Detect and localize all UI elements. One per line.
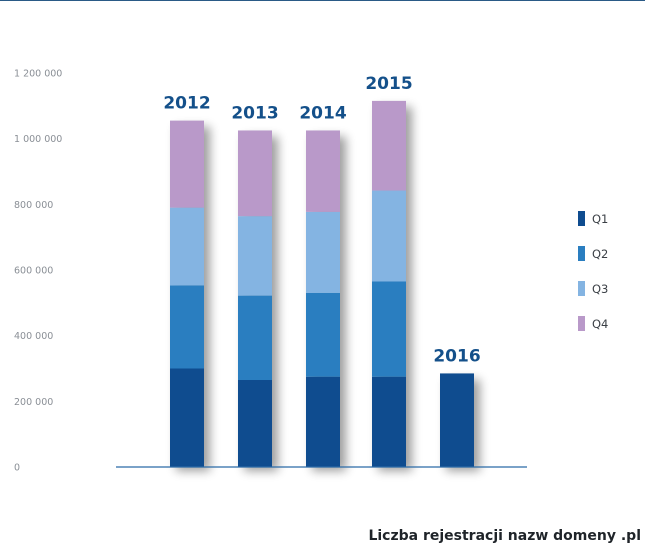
- bar-segment-q2-2013: [238, 295, 272, 380]
- bar-segment-q4-2014: [306, 130, 340, 212]
- bar-segment-q4-2015: [372, 100, 406, 191]
- bar-segment-q4-2013: [238, 130, 272, 217]
- bar-segment-q2-2014: [306, 292, 340, 377]
- bars: [170, 100, 474, 467]
- legend-swatch-q1: [578, 211, 585, 226]
- legend-label-q4: Q4: [592, 317, 608, 331]
- bar-segment-q1-2012: [170, 368, 204, 467]
- bar-segment-q3-2015: [372, 190, 406, 282]
- bar-segment-q3-2014: [306, 211, 340, 293]
- bar-segment-q4-2012: [170, 120, 204, 208]
- legend: Q1 Q2 Q3 Q4: [578, 211, 608, 331]
- legend-label-q3: Q3: [592, 282, 608, 296]
- bar-segment-q2-2012: [170, 285, 204, 369]
- bar-segment-q3-2013: [238, 216, 272, 296]
- y-tick-label: 1 000 000: [14, 134, 62, 145]
- bar-segment-q1-2015: [372, 376, 406, 467]
- bar-segment-q3-2012: [170, 207, 204, 286]
- legend-swatch-q4: [578, 316, 585, 331]
- y-axis-ticks: 0 200 000 400 000 600 000 800 000 1 000 000 1 …: [14, 69, 62, 474]
- chart-title: Liczba rejestracji nazw domeny .pl: [368, 528, 641, 544]
- top-rule: [0, 0, 645, 1]
- bar-segment-q2-2015: [372, 281, 406, 377]
- year-label-2012: 2012: [163, 94, 210, 114]
- legend-swatch-q2: [578, 246, 585, 261]
- year-label-2014: 2014: [299, 103, 346, 123]
- legend-label-q1: Q1: [592, 212, 608, 226]
- legend-label-q2: Q2: [592, 247, 608, 261]
- y-tick-label: 0: [14, 463, 20, 474]
- bar-segment-q1-2014: [306, 376, 340, 467]
- year-label-2015: 2015: [365, 74, 412, 94]
- y-tick-label: 800 000: [14, 200, 53, 211]
- stacked-bar-chart: 0 200 000 400 000 600 000 800 000 1 000 000 1 …: [14, 69, 608, 474]
- year-label-2016: 2016: [433, 346, 480, 366]
- year-label-2013: 2013: [231, 103, 278, 123]
- legend-swatch-q3: [578, 281, 585, 296]
- y-tick-label: 600 000: [14, 266, 53, 277]
- y-tick-label: 1 200 000: [14, 69, 62, 80]
- y-tick-label: 200 000: [14, 397, 53, 408]
- y-tick-label: 400 000: [14, 331, 53, 342]
- bar-segment-q1-2016: [440, 373, 474, 467]
- year-labels: 2012 2013 2014 2015 2016: [163, 74, 480, 367]
- bar-segment-q1-2013: [238, 379, 272, 467]
